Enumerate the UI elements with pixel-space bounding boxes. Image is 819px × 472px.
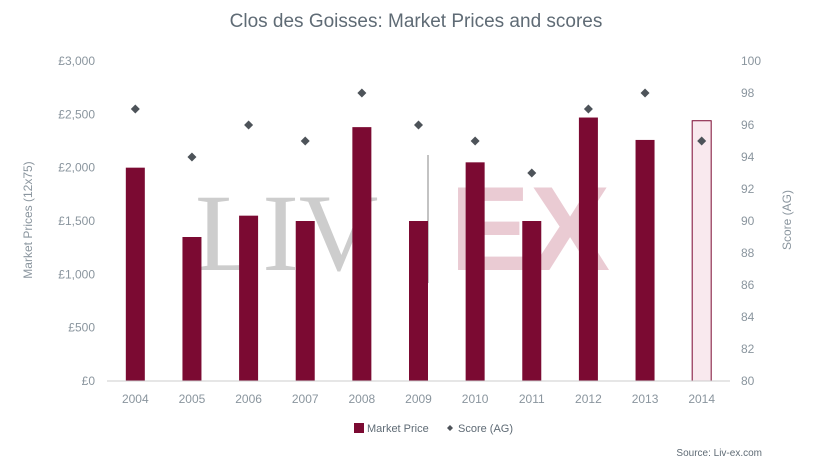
bar-market-price [691,120,712,382]
bar-market-price [352,127,372,381]
source-note: Source: Liv-ex.com [676,448,762,459]
point-score [187,152,197,162]
y-tick-label-left: £1,500 [58,214,95,228]
legend-score-label: Score (AG) [458,423,513,435]
legend: Market Price Score (AG) [354,423,513,435]
x-tick-label: 2014 [688,392,715,406]
y-tick-label-right: 92 [741,182,755,196]
x-tick-label: 2012 [575,392,602,406]
bar-market-price [239,215,259,381]
bar-market-price [182,237,202,381]
x-tick-label: 2007 [292,392,319,406]
y-tick-label-right: 82 [741,342,755,356]
bar-market-price [465,162,485,381]
x-tick-label: 2011 [519,392,545,406]
point-score [697,136,707,146]
y-axis-right: 80 82 84 86 88 90 92 94 96 98 100 [741,54,761,388]
point-score [470,136,480,146]
x-tick-label: 2006 [235,392,262,406]
y-tick-label-right: 96 [741,118,755,132]
y-tick-label-right: 90 [741,214,755,228]
bar-market-price [635,139,655,381]
bar-market-price [409,221,428,381]
y-tick-label-right: 100 [741,54,761,68]
point-score [244,120,254,130]
y-tick-label-left: £2,500 [58,107,95,121]
watermark-liv: LIV [195,172,378,294]
x-tick-label: 2013 [632,392,659,406]
point-score [640,88,650,98]
y-tick-label-right: 84 [741,310,755,324]
point-score [130,104,140,114]
bar-market-price [125,167,145,381]
chart-title: Clos des Goisses: Market Prices and scor… [230,11,603,32]
bar-series [125,117,712,382]
point-score [357,88,367,98]
y-tick-label-right: 88 [741,246,755,260]
y-tick-label-left: £3,000 [58,54,95,68]
legend-market-price-swatch [354,423,364,433]
y-tick-label-left: £500 [68,321,95,335]
point-score [527,168,537,178]
y-tick-label-left: £0 [82,374,96,388]
y-tick-label-right: 94 [741,150,755,164]
bar-market-price [578,117,598,382]
bar-market-price [295,221,315,381]
x-axis: 2004 2005 2006 2007 2008 2009 2010 2011 2012 2013… [122,392,715,406]
y-tick-label-right: 98 [741,86,755,100]
y-tick-label-right: 86 [741,278,755,292]
x-tick-label: 2009 [405,392,432,406]
point-score [414,120,423,130]
legend-score-marker-icon [447,425,453,431]
legend-market-price-label: Market Price [367,423,429,435]
y-axis-title-right: Score (AG) [780,190,794,250]
point-score [300,136,310,146]
point-score [583,104,593,114]
x-tick-label: 2005 [179,392,206,406]
y-tick-label-left: £2,000 [58,161,95,175]
y-axis-title-left: Market Prices (12x75) [21,161,35,278]
y-axis-left: £0 £500 £1,000 £1,500 £2,000 £2,500 £3,000 [58,54,95,388]
y-tick-label-right: 80 [741,374,755,388]
watermark-divider [427,155,429,283]
bar-market-price [522,221,542,381]
x-tick-label: 2010 [462,392,489,406]
x-tick-label: 2008 [349,392,376,406]
score-series [130,88,707,178]
y-tick-label-left: £1,000 [58,267,95,281]
x-tick-label: 2004 [122,392,149,406]
